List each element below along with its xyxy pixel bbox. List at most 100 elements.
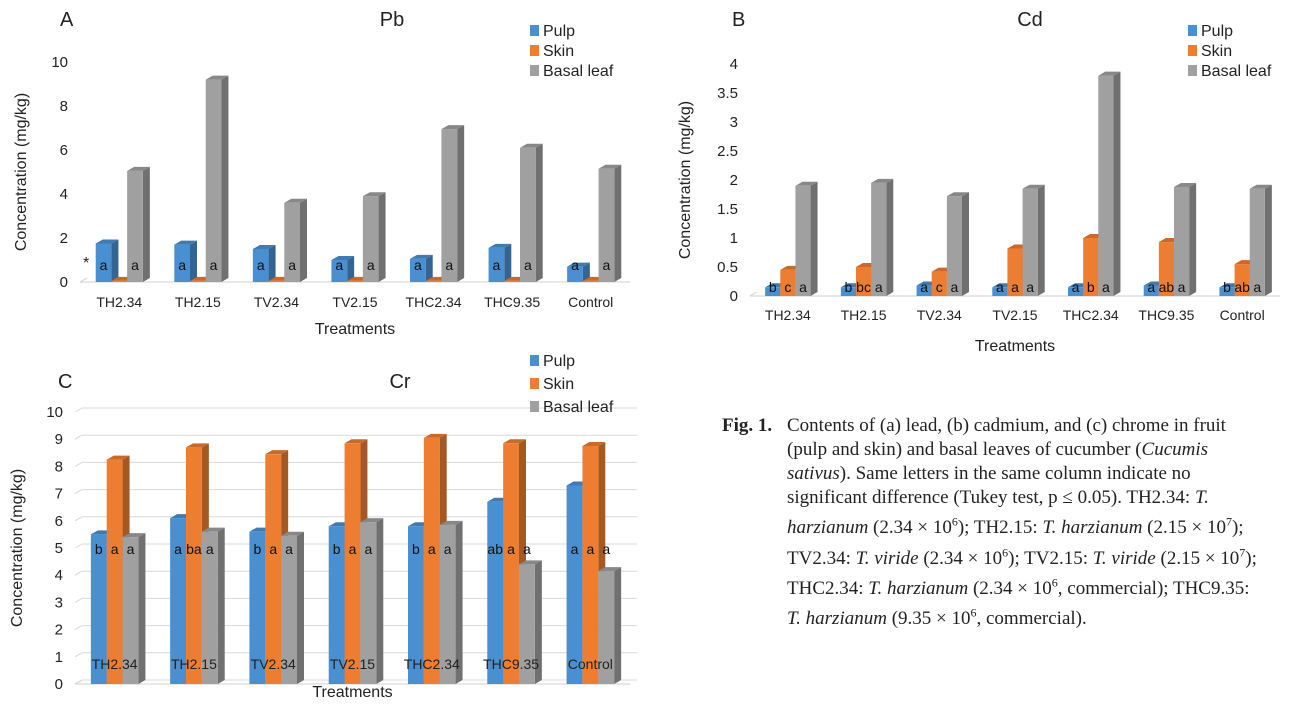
bar-letter-label: a (444, 541, 452, 557)
bar-side (297, 531, 304, 684)
bar-side (300, 198, 307, 282)
panel-letter: A (60, 9, 74, 31)
caption-def-code: TV2.34: (787, 547, 856, 569)
bar (840, 287, 856, 296)
bar (127, 170, 143, 282)
bar-top (360, 518, 384, 523)
bar-letter-label: bc (856, 279, 871, 295)
bar (795, 185, 811, 296)
bar (186, 447, 202, 684)
bar-side (190, 240, 197, 282)
caption-def-species: T. harzianum (1042, 517, 1143, 539)
bar (205, 79, 222, 282)
chart-title: Cd (1017, 9, 1043, 31)
x-axis-label: Treatments (315, 321, 395, 338)
legend-label: Pulp (543, 353, 575, 370)
bar-top (519, 560, 542, 565)
y-tick-label: 9 (55, 431, 63, 448)
bar (566, 485, 583, 684)
bar-side (534, 560, 542, 684)
bar-letter-label: a (920, 279, 928, 295)
x-axis-depth (74, 679, 83, 685)
bar-letter-label: b (1087, 279, 1095, 295)
bar-letter-label: a (127, 541, 135, 557)
legend-label: Pulp (1201, 23, 1233, 40)
bar-side (535, 143, 543, 282)
x-tick-label: TH2.15 (171, 656, 217, 672)
caption-def-species: T. harzianum (787, 487, 1209, 539)
chart-title: Cr (389, 371, 410, 393)
bar-letter-label: a (1026, 279, 1034, 295)
bar-letter-label: b (95, 541, 103, 557)
legend-swatch (530, 45, 539, 56)
x-tick-label: TH2.34 (96, 294, 142, 310)
y-axis-label: Concentration (mg/kg) (677, 101, 694, 259)
bar-top (423, 433, 447, 438)
y-tick-label: 4 (60, 186, 68, 203)
bar (1249, 188, 1265, 296)
caption-def-conc: (2.34 × 10 (868, 517, 952, 539)
gridline-side (74, 597, 83, 603)
bar (519, 564, 535, 684)
bar-side (582, 262, 590, 282)
bar (1234, 264, 1250, 296)
bar-letter-label: a (285, 541, 293, 557)
bar-top (488, 243, 512, 248)
bar (1143, 285, 1159, 296)
bar-side (347, 256, 355, 282)
caption-def-code: TH2.15: (973, 517, 1043, 539)
bar-letter-label: a (602, 541, 610, 557)
caption-def-tail: ); (1231, 517, 1244, 539)
gridline-side (74, 461, 83, 467)
bar (111, 280, 128, 282)
bar-top (362, 192, 386, 197)
bar (488, 247, 505, 282)
y-axis-label: Concentration (mg/kg) (9, 469, 26, 627)
bar-side (376, 518, 384, 684)
y-tick-label: 3.5 (717, 85, 738, 102)
y-tick-label: 1 (55, 649, 63, 666)
caption-definitions: T. harzianum (2.34 × 106); TH2.15: T. ha… (787, 487, 1257, 629)
x-tick-label: TH2.15 (841, 307, 887, 323)
bar-top (281, 531, 304, 536)
bar-side (142, 166, 150, 282)
bar-top (331, 256, 355, 260)
bar-side (217, 527, 225, 684)
caption-label: Fig. 1. (722, 415, 773, 436)
bar-letter-label: a (111, 541, 119, 557)
caption-def-exp: 6 (951, 515, 958, 529)
caption-text2: ). Same letters in the same column indic… (787, 463, 1195, 508)
bar-letter-label: a (178, 257, 186, 273)
y-tick-label: 6 (60, 142, 68, 159)
bar-top (441, 125, 465, 130)
bar (347, 280, 363, 282)
x-tick-label: TV2.34 (917, 307, 962, 323)
bar-top (503, 439, 526, 444)
gridline-side (74, 570, 83, 576)
x-tick-label: TV2.34 (254, 294, 299, 310)
caption-def-tail: , commercial). (976, 608, 1087, 630)
bar (362, 196, 379, 282)
bar-side (1264, 184, 1272, 296)
gridline-side (74, 434, 83, 440)
bar (268, 280, 285, 282)
panel-letter: C (58, 371, 72, 393)
bar-side (504, 243, 512, 282)
caption-def-tail: ); (957, 517, 974, 539)
caption-species: Cucumis sativus (787, 439, 1209, 484)
x-tick-label: TV2.34 (251, 656, 296, 672)
bar (106, 459, 123, 684)
bar-top (265, 450, 289, 455)
y-tick-label: 0 (730, 288, 738, 305)
bar (281, 535, 297, 684)
bar-letter-label: a (288, 257, 296, 273)
x-tick-label: THC9.35 (483, 656, 539, 672)
bar-top (439, 520, 463, 525)
bar-letter-label: b (769, 279, 777, 295)
legend-label: Skin (543, 43, 574, 60)
y-tick-label: 3 (730, 114, 738, 131)
bar-side (455, 520, 463, 684)
y-tick-label: 2 (60, 230, 68, 247)
bar-letter-label: a (603, 257, 611, 273)
